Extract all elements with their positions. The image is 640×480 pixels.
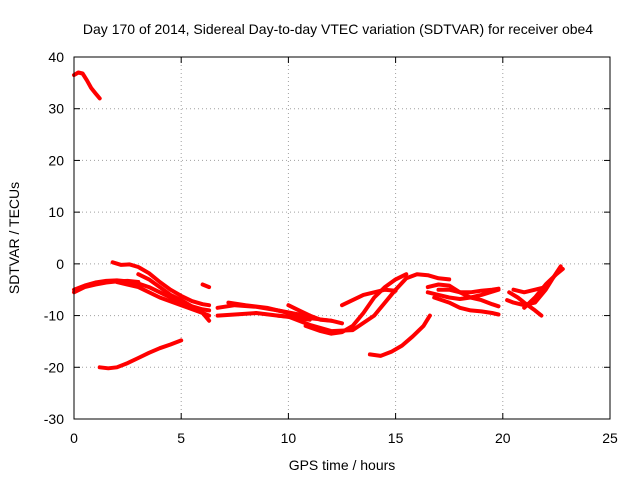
series-arc-3 [72,278,141,295]
y-tick-label: -10 [44,308,64,324]
series-arc-18 [425,287,501,301]
x-tick-label: 10 [281,430,297,446]
grid [74,57,610,419]
y-tick-labels: -30 -20 -10 0 10 20 30 40 [44,49,64,427]
y-tick-label: 10 [48,204,64,220]
axis-ticks [73,56,611,420]
series-arc-1 [72,70,102,101]
series-arc-14 [303,272,409,336]
series-arc-6 [136,272,212,323]
series-arc-24 [511,285,548,295]
series-arc-16 [367,313,432,358]
series-arc-5 [110,260,212,308]
plot-area [72,70,565,371]
series-arc-19 [432,295,501,317]
x-tick-label: 0 [70,430,78,446]
y-tick-label: 0 [56,256,64,272]
y-axis-label: SDTVAR / TECUs [6,182,22,294]
x-tick-label: 15 [388,430,404,446]
series-arc-7 [97,338,184,371]
series-arc-15 [340,287,398,308]
series-arc-17 [425,282,501,309]
series-arc-23 [522,267,565,310]
plot-frame [73,56,611,420]
y-tick-label: 30 [48,101,64,117]
series-arc-12 [275,272,452,334]
series-arc-22 [507,290,544,318]
x-tick-label: 5 [177,430,185,446]
y-tick-label: 20 [48,152,64,168]
series-arc-20 [436,286,501,295]
x-tick-label: 25 [602,430,618,446]
x-tick-labels: 0 5 10 15 20 25 [70,430,618,446]
x-axis-label: GPS time / hours [289,457,396,473]
y-tick-label: -20 [44,359,64,375]
chart-title: Day 170 of 2014, Sidereal Day-to-day VTE… [83,21,593,37]
y-tick-label: 40 [48,49,64,65]
series-arc-10 [215,311,312,322]
series-arc-8 [200,282,212,290]
y-tick-label: -30 [44,411,64,427]
x-tick-label: 20 [495,430,511,446]
series-arc-13 [286,303,334,323]
